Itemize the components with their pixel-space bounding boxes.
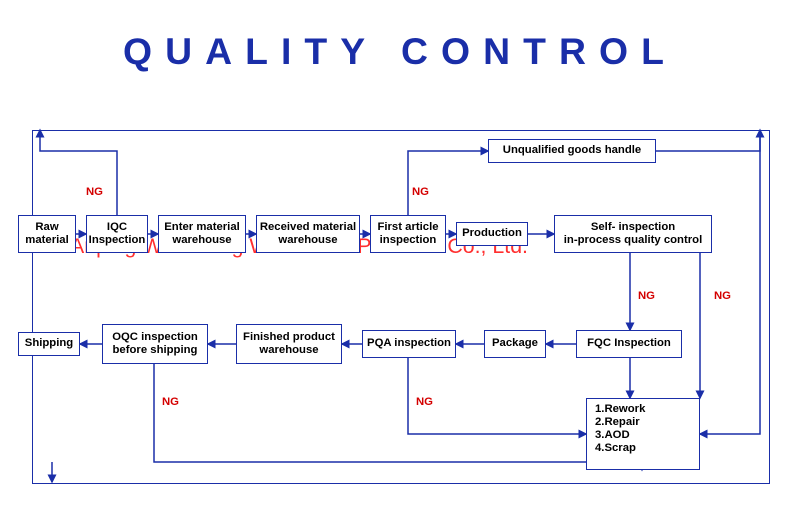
rework-list-item: 4.Scrap — [595, 442, 636, 455]
node-label: Self- inspectionin-process quality contr… — [564, 221, 702, 247]
node-received-material-warehouse: Received materialwarehouse — [256, 215, 360, 253]
node-first-article-inspection: First articleinspection — [370, 215, 446, 253]
node-label: Finished productwarehouse — [243, 331, 335, 357]
node-label: Enter materialwarehouse — [164, 221, 240, 247]
node-label: FQC Inspection — [587, 337, 671, 350]
node-label: Unqualified goods handle — [503, 144, 641, 157]
ng-label: NG — [416, 396, 433, 408]
node-label: First articleinspection — [377, 221, 438, 247]
ng-label: NG — [86, 186, 103, 198]
node-rework-list: 1.Rework2.Repair3.AOD4.Scrap — [586, 398, 700, 470]
node-label: PQA inspection — [367, 337, 451, 350]
node-package: Package — [484, 330, 546, 358]
node-fqc-inspection: FQC Inspection — [576, 330, 682, 358]
ng-label: NG — [638, 290, 655, 302]
node-unqualified-goods-handle: Unqualified goods handle — [488, 139, 656, 163]
node-pqa-inspection: PQA inspection — [362, 330, 456, 358]
rework-list-item: 3.AOD — [595, 429, 630, 442]
ng-label: NG — [412, 186, 429, 198]
page-title: QUALITY CONTROL — [0, 30, 800, 73]
node-label: OQC inspectionbefore shipping — [112, 331, 198, 357]
node-raw-material: Rawmaterial — [18, 215, 76, 253]
node-enter-material-warehouse: Enter materialwarehouse — [158, 215, 246, 253]
node-oqc-inspection: OQC inspectionbefore shipping — [102, 324, 208, 364]
node-label: Shipping — [25, 337, 73, 350]
node-label: Package — [492, 337, 538, 350]
node-label: Production — [462, 227, 522, 240]
node-label: Received materialwarehouse — [260, 221, 356, 247]
node-self-inspection: Self- inspectionin-process quality contr… — [554, 215, 712, 253]
node-label: Rawmaterial — [25, 221, 68, 247]
node-shipping: Shipping — [18, 332, 80, 356]
rework-list-item: 1.Rework — [595, 403, 645, 416]
ng-label: NG — [714, 290, 731, 302]
rework-list-item: 2.Repair — [595, 416, 640, 429]
node-finished-product-warehouse: Finished productwarehouse — [236, 324, 342, 364]
node-label: IQCInspection — [89, 221, 146, 247]
node-production: Production — [456, 222, 528, 246]
node-iqc-inspection: IQCInspection — [86, 215, 148, 253]
ng-label: NG — [162, 396, 179, 408]
